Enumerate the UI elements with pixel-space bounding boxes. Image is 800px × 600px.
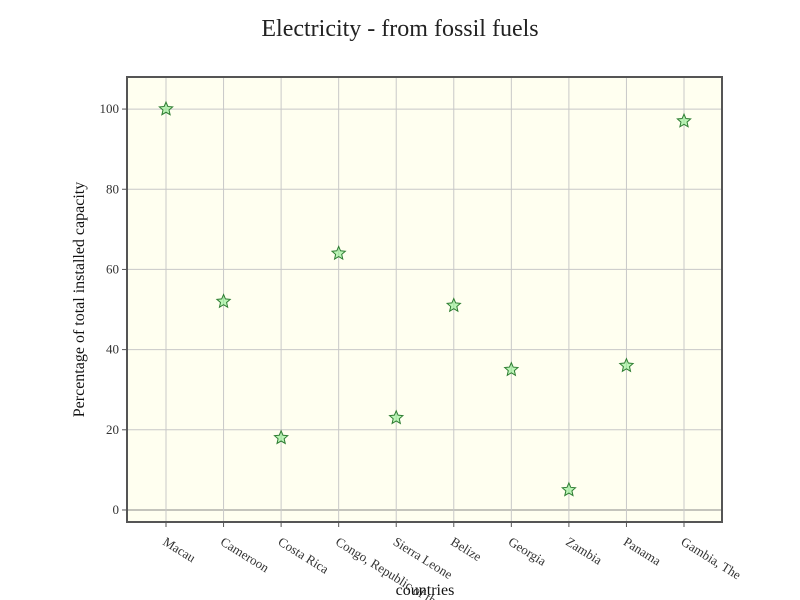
data-point-star bbox=[561, 481, 577, 497]
y-tick-label: 60 bbox=[106, 261, 119, 276]
y-tick-label: 20 bbox=[106, 422, 119, 437]
x-tick-label: Costa Rica bbox=[276, 534, 332, 577]
x-tick-label: Gambia, The bbox=[678, 534, 743, 583]
data-point-star bbox=[676, 112, 692, 128]
y-tick-label: 100 bbox=[100, 101, 120, 116]
data-point-star bbox=[445, 297, 462, 313]
x-tick-label: Belize bbox=[448, 534, 484, 564]
x-axis-title: countries bbox=[396, 582, 455, 599]
data-point-star bbox=[618, 357, 635, 373]
x-tick-label: Panama bbox=[621, 534, 664, 569]
y-tick-label: 80 bbox=[106, 181, 119, 196]
data-points bbox=[158, 100, 692, 497]
chart-title: Electricity - from fossil fuels bbox=[261, 16, 539, 42]
x-tick-label: Zambia bbox=[563, 534, 605, 568]
data-point-star bbox=[215, 293, 232, 309]
data-point-star bbox=[273, 429, 289, 445]
plot-area bbox=[127, 77, 722, 522]
x-tick-label: Cameroon bbox=[218, 534, 272, 576]
data-point-star bbox=[388, 409, 405, 425]
y-axis-title: Percentage of total installed capacity bbox=[71, 182, 88, 417]
data-point-star bbox=[330, 245, 347, 261]
x-tick-label: Macau bbox=[160, 534, 198, 566]
y-tick-label: 40 bbox=[106, 342, 119, 357]
y-tick-label: 0 bbox=[113, 502, 120, 517]
data-point-star bbox=[158, 100, 174, 116]
x-tick-label: Georgia bbox=[506, 534, 549, 569]
plot-frame bbox=[126, 76, 723, 523]
data-point-star bbox=[503, 361, 520, 377]
